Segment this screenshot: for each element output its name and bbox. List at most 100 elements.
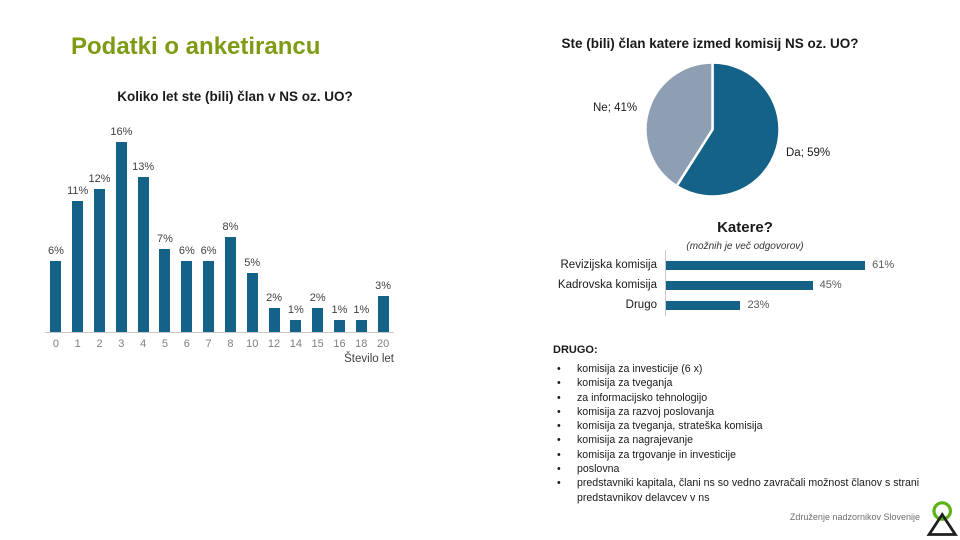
bar-value-label: 6% <box>178 244 195 257</box>
bar-value-label: 5% <box>244 256 261 269</box>
drugo-list: • komisija za investicije (6 x) • komisija … <box>553 362 951 505</box>
list-item-text: komisija za nagrajevanje <box>577 434 694 447</box>
bullet-icon: • <box>557 477 561 490</box>
category-label: Drugo <box>625 299 657 311</box>
bar-value-label: 7% <box>157 232 173 245</box>
list-item: • komisija za razvoj poslovanja <box>553 405 951 419</box>
list-item-text: komisija za tveganja, strateška komisija <box>577 420 763 433</box>
list-item: • komisija za trgovanje in investicije <box>553 448 951 462</box>
bar-column: 6% <box>176 118 198 332</box>
list-item: • komisija za tveganja, strateška komisij… <box>553 419 951 433</box>
logo-triangle <box>926 511 958 536</box>
bar-column: 6% <box>198 118 220 332</box>
x-tick: 15 <box>311 338 324 350</box>
bar-7 <box>203 260 215 332</box>
bar-value-label: 16% <box>110 125 133 138</box>
x-tick: 7 <box>205 338 212 350</box>
bullet-icon: • <box>557 448 561 461</box>
bar-column: 8% <box>220 118 242 332</box>
list-item: • komisija za nagrajevanje <box>553 433 951 447</box>
hbar-value-label: 45% <box>819 279 842 291</box>
x-tick: 16 <box>333 338 346 350</box>
x-tick: 14 <box>289 338 302 350</box>
pie-svg <box>644 61 781 198</box>
bar-2 <box>94 189 106 332</box>
bar-column: 2% <box>263 118 285 332</box>
logo-ring <box>932 501 953 521</box>
x-tick: 18 <box>355 338 368 350</box>
x-tick: 2 <box>96 338 103 350</box>
x-tick: 4 <box>140 338 147 350</box>
katere-chart-subtitle: (možnih je več odgovorov) <box>686 241 804 252</box>
bar-value-label: 11% <box>67 185 89 198</box>
bar-16 <box>333 320 345 332</box>
bar-1 <box>72 201 84 332</box>
bar-track: 45% <box>665 275 960 295</box>
hbar-1 <box>665 260 866 270</box>
bar-14 <box>290 320 302 332</box>
x-tick: 8 <box>227 338 234 350</box>
x-axis-label: Število let <box>344 353 394 365</box>
bullet-icon: • <box>557 434 561 447</box>
list-item-text: predstavniki kapitala, člani ns so vedno… <box>577 477 920 504</box>
bar-value-label: 1% <box>331 304 348 317</box>
years-bar-chart-title: Koliko let ste (bili) član v NS oz. UO? <box>117 89 353 104</box>
bar-18 <box>355 320 367 332</box>
bar-value-label: 13% <box>132 161 155 174</box>
bar-column: 16% <box>110 118 132 332</box>
hbar-value-label: 23% <box>747 299 770 311</box>
hbar-3 <box>665 300 741 310</box>
hbar-2 <box>665 280 813 290</box>
bar-10 <box>246 272 258 332</box>
bar-column: 11% <box>67 118 89 332</box>
bar-15 <box>312 308 324 332</box>
bullet-icon: • <box>557 391 561 404</box>
bar-column: 13% <box>132 118 154 332</box>
list-item-text: komisija za razvoj poslovanja <box>577 405 715 418</box>
bar-12 <box>268 308 280 332</box>
pie-slice-da <box>675 61 781 198</box>
footer-org-label: Združenje nadzornikov Slovenije <box>789 512 920 522</box>
bar-track: 23% <box>665 295 960 315</box>
pie-label-ne: Ne; 41% <box>593 102 638 114</box>
list-item: • predstavniki kapitala, člani ns so vedn… <box>553 476 951 505</box>
bar-value-label: 1% <box>287 304 304 317</box>
katere-rows: Revizijska komisija 61% Kadrovska komisija… <box>530 250 960 316</box>
category-label: Revizijska komisija <box>560 259 658 271</box>
bar-column: 7% <box>154 118 176 332</box>
bar-value-label: 3% <box>375 280 392 293</box>
bar-8 <box>224 236 236 332</box>
pie-label-da: Da; 59% <box>786 147 831 159</box>
list-item-text: komisija za trgovanje in investicije <box>577 448 736 461</box>
bar-4 <box>137 177 149 332</box>
bar-column: 5% <box>241 118 263 332</box>
x-tick: 6 <box>183 338 190 350</box>
katere-row: Drugo 23% <box>530 295 960 315</box>
katere-row: Kadrovska komisija 45% <box>530 275 960 295</box>
katere-chart-title: Katere? <box>717 219 773 236</box>
hbar-value-label: 61% <box>872 259 895 271</box>
list-item: • poslovna <box>553 462 951 476</box>
bar-column: 2% <box>307 118 329 332</box>
list-item: • za informacijsko tehnologijo <box>553 391 951 405</box>
slide-title: Podatki o anketirancu <box>71 33 321 60</box>
bar-value-label: 8% <box>222 220 239 233</box>
list-item: • komisija za investicije (6 x) <box>553 362 951 376</box>
bullet-icon: • <box>557 377 561 390</box>
pie-slice-ne <box>644 61 714 188</box>
years-bar-ticks: 0 1 2 3 4 5 6 7 8 10 12 14 15 16 18 20 <box>45 332 394 350</box>
bar-column: 6% <box>45 118 67 332</box>
bar-column: 1% <box>329 118 351 332</box>
category-label: Kadrovska komisija <box>557 279 657 291</box>
bar-value-label: 1% <box>353 304 370 317</box>
x-tick: 10 <box>246 338 259 350</box>
bullet-icon: • <box>557 405 561 418</box>
zns-logo-icon <box>926 501 958 536</box>
list-item-text: poslovna <box>577 463 620 476</box>
bar-value-label: 6% <box>200 244 217 257</box>
bar-value-label: 2% <box>266 292 282 305</box>
x-tick: 5 <box>161 338 169 350</box>
years-bar-plot: 6% 11% 12% 16% 13% 7% 6% 6% 8% 5% 2% 1% 2% 1% 1% 3% <box>45 118 394 332</box>
drugo-heading: DRUGO: <box>553 344 598 356</box>
x-tick: 12 <box>267 338 281 350</box>
